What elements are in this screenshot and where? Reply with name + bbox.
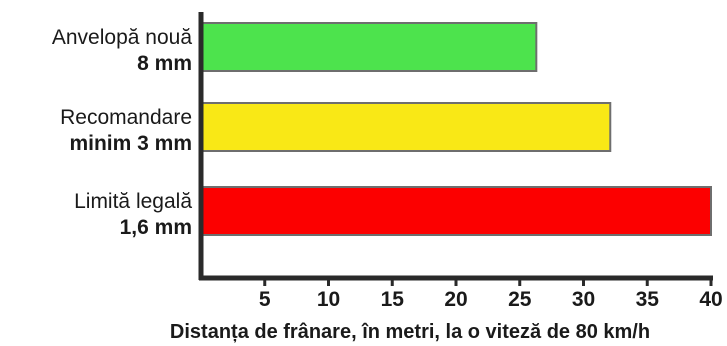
- category-detail-1: 8 mm: [137, 52, 192, 75]
- category-detail-3: 1,6 mm: [120, 216, 192, 239]
- x-tick-label-30: 30: [572, 288, 595, 311]
- category-label-3: Limită legală: [74, 190, 192, 213]
- x-tick-label-25: 25: [508, 288, 532, 311]
- x-tick-label-40: 40: [699, 288, 722, 311]
- category-label-1: Anvelopă nouă: [52, 26, 192, 49]
- category-detail-2: minim 3 mm: [69, 132, 192, 155]
- category-labels: Anvelopă nouă 8 mm Recomandare minim 3 mm Li…: [52, 26, 192, 239]
- x-tick-label-20: 20: [444, 288, 467, 311]
- x-tick-label-5: 5: [259, 288, 271, 311]
- bar-2: [200, 102, 612, 152]
- bar-3: [200, 186, 712, 236]
- category-label-2: Recomandare: [60, 106, 192, 129]
- x-tick-label-10: 10: [317, 288, 340, 311]
- x-tick-label-35: 35: [636, 288, 660, 311]
- x-axis-title: Distanța de frânare, în metri, la o vite…: [170, 321, 650, 343]
- bars-group: [200, 22, 712, 236]
- x-ticks: 5 10 15 20 25 30 35 40: [259, 278, 723, 311]
- x-tick-label-15: 15: [381, 288, 405, 311]
- bar-1: [200, 22, 538, 72]
